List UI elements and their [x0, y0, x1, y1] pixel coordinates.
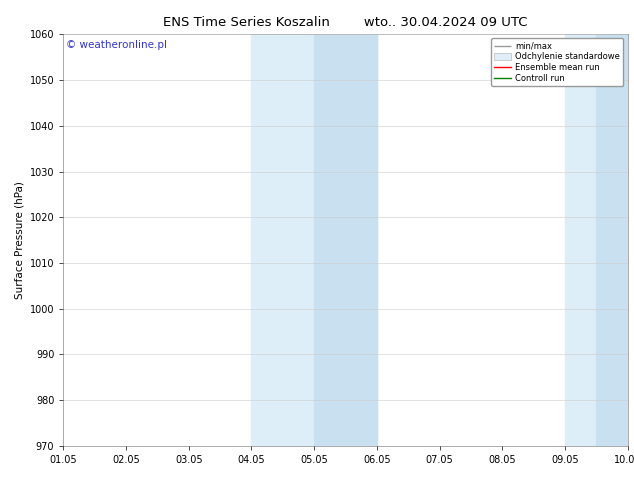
Bar [314, 34, 377, 446]
Bar [597, 34, 634, 446]
Y-axis label: Surface Pressure (hPa): Surface Pressure (hPa) [14, 181, 24, 299]
Bar [252, 34, 377, 446]
Title: ENS Time Series Koszalin        wto.. 30.04.2024 09 UTC: ENS Time Series Koszalin wto.. 30.04.202… [164, 16, 527, 29]
Bar [565, 34, 634, 446]
Text: © weatheronline.pl: © weatheronline.pl [66, 41, 167, 50]
Legend: min/max, Odchylenie standardowe, Ensemble mean run, Controll run: min/max, Odchylenie standardowe, Ensembl… [491, 39, 623, 86]
